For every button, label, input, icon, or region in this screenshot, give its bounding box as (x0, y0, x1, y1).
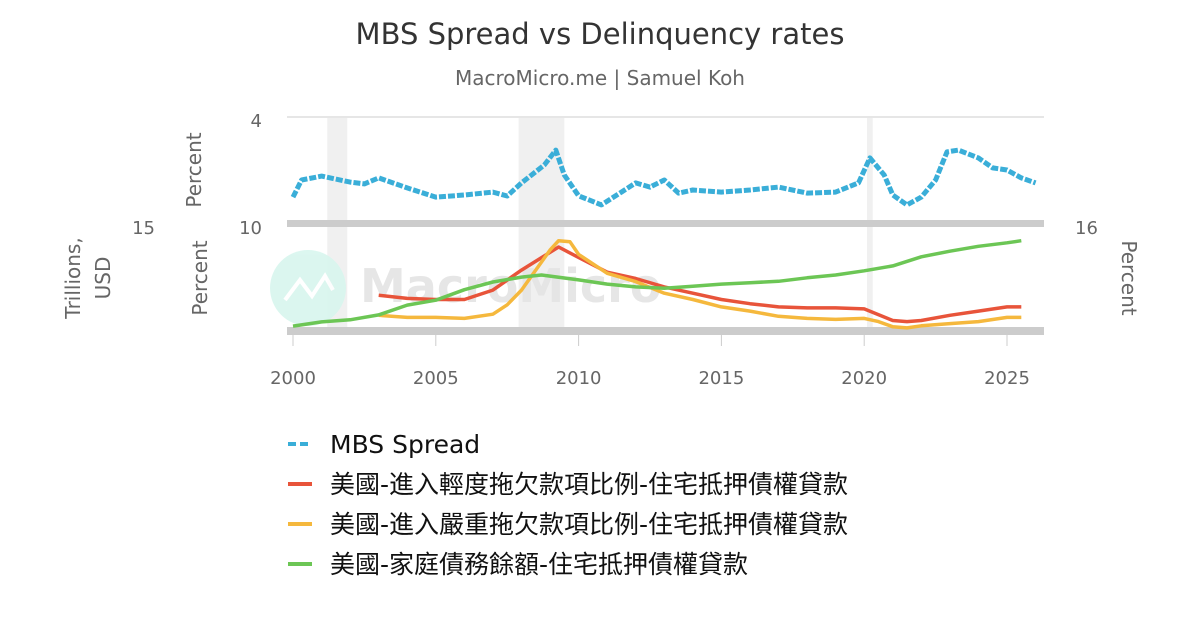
legend-label: 美國-家庭債務餘額-住宅抵押債權貸款 (330, 550, 748, 579)
legend-label: 美國-進入嚴重拖欠款項比例-住宅抵押債權貸款 (330, 510, 848, 539)
right-axis-label: Percent (1117, 240, 1141, 315)
series-line[interactable] (290, 147, 1037, 208)
x-tick-label: 2000 (270, 368, 316, 389)
right-tick: 16 (1075, 218, 1098, 239)
series-3 (292, 238, 1022, 328)
x-tick-label: 2025 (984, 368, 1030, 389)
series-1 (378, 245, 1022, 324)
legend-item[interactable]: 美國-進入輕度拖欠款項比例-住宅抵押債權貸款 (288, 470, 848, 499)
legend-label: 美國-進入輕度拖欠款項比例-住宅抵押債權貸款 (330, 470, 848, 499)
bottom-pane-baseline (287, 327, 1044, 335)
top-left-tick: 4 (251, 111, 262, 132)
series-0 (290, 147, 1037, 208)
x-tick-label: 2015 (698, 368, 744, 389)
legend-item[interactable]: MBS Spread (288, 430, 480, 459)
chart-title: MBS Spread vs Delinquency rates (356, 17, 845, 51)
far-left-axis-label: Trillions, USD (61, 237, 115, 319)
top-left-axis-label: Percent (182, 132, 206, 207)
far-left-tick: 15 (132, 218, 155, 239)
x-tick-label: 2020 (841, 368, 887, 389)
legend-item[interactable]: 美國-家庭債務餘額-住宅抵押債權貸款 (288, 550, 748, 579)
x-tick-label: 2010 (556, 368, 602, 389)
x-tick-label: 2005 (413, 368, 459, 389)
chart-subtitle: MacroMicro.me | Samuel Koh (455, 66, 745, 90)
series-2 (378, 238, 1022, 330)
legend-label: MBS Spread (330, 430, 480, 459)
pane-divider (287, 220, 1044, 227)
watermark-logo-line-icon (283, 272, 335, 302)
bottom-left-axis-label: Percent (188, 240, 212, 315)
legend-item[interactable]: 美國-進入嚴重拖欠款項比例-住宅抵押債權貸款 (288, 510, 848, 539)
bottom-left-tick: 10 (239, 218, 262, 239)
